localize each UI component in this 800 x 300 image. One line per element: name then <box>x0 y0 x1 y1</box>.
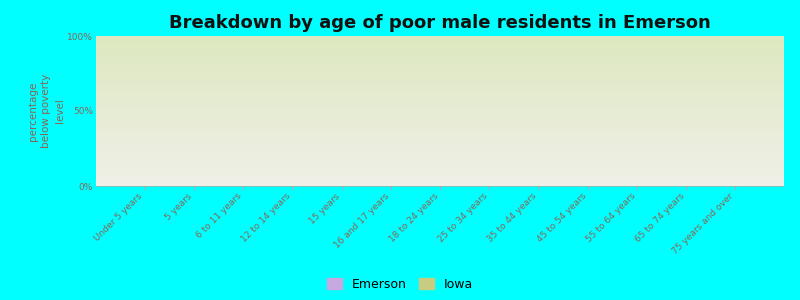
Text: City-Data.com: City-Data.com <box>706 40 770 50</box>
Bar <box>292 160 310 186</box>
Y-axis label: percentage
below poverty
level: percentage below poverty level <box>28 74 65 148</box>
Bar <box>686 174 703 186</box>
Bar <box>588 176 605 186</box>
Legend: Emerson, Iowa: Emerson, Iowa <box>326 278 474 291</box>
Bar <box>390 167 408 186</box>
Bar <box>275 58 292 186</box>
Bar <box>490 167 506 186</box>
Title: Breakdown by age of poor male residents in Emerson: Breakdown by age of poor male residents … <box>169 14 711 32</box>
Bar <box>342 167 358 186</box>
Bar <box>538 168 556 186</box>
Bar <box>735 171 753 186</box>
Bar <box>145 160 162 186</box>
Bar <box>522 146 538 186</box>
Bar <box>440 153 458 186</box>
Bar <box>243 164 260 186</box>
Bar <box>669 178 686 186</box>
Bar <box>620 162 637 186</box>
Bar <box>637 171 654 186</box>
Bar <box>194 162 211 186</box>
